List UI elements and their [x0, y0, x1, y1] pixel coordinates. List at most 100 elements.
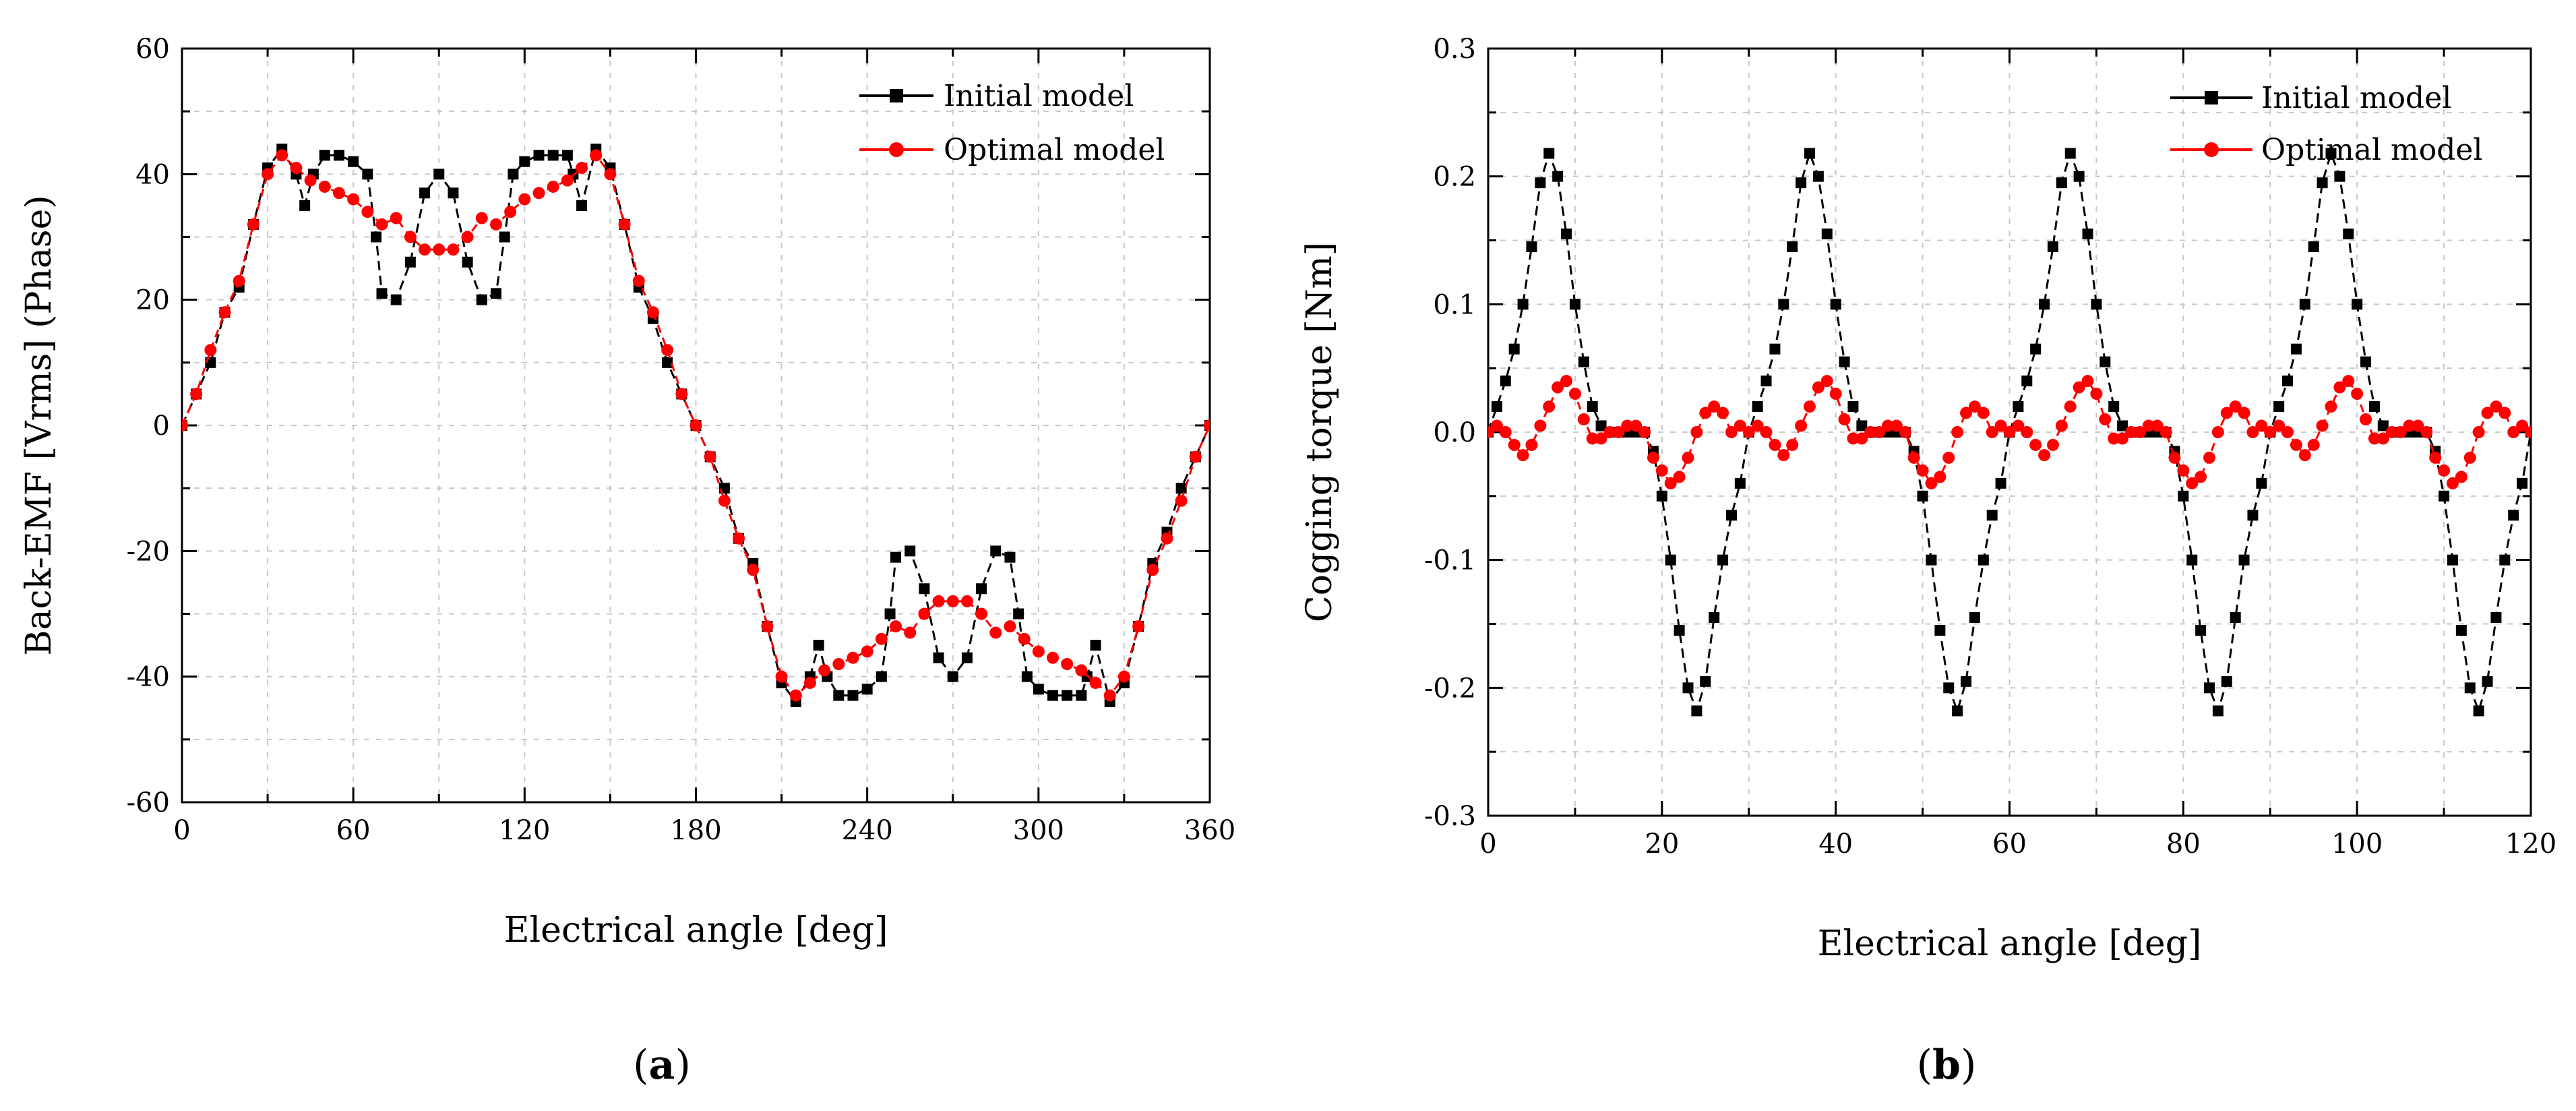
y-tick-label: -20: [127, 536, 170, 567]
data-point-circle: [1647, 451, 1659, 464]
data-point-square: [1526, 241, 1537, 252]
x-tick-label: 0: [1479, 829, 1496, 860]
data-point-square: [376, 288, 388, 299]
data-point-circle: [975, 607, 988, 620]
caption-open: (: [1917, 1042, 1932, 1089]
data-point-circle: [461, 231, 474, 243]
data-point-square: [490, 288, 501, 299]
data-point-circle: [1803, 400, 1816, 413]
data-point-circle: [2012, 419, 2025, 432]
y-axis-title: Back-EMF [Vrms] (Phase): [19, 195, 59, 655]
data-point-square: [1778, 299, 1789, 310]
data-point-circle: [1777, 449, 1790, 462]
data-point-circle: [2124, 426, 2137, 438]
data-point-circle: [1089, 676, 1102, 689]
data-point-square: [2317, 177, 2328, 189]
data-point-circle: [890, 620, 902, 633]
data-point-circle: [2064, 400, 2077, 413]
data-point-square: [1725, 510, 1737, 521]
data-point-square: [2108, 401, 2120, 413]
caption-letter: a: [649, 1042, 675, 1089]
data-point-circle: [1032, 645, 1045, 658]
data-point-square: [1812, 171, 1824, 182]
data-point-square: [1926, 554, 1937, 566]
data-point-square: [2064, 148, 2076, 159]
data-point-circle: [1907, 451, 1920, 464]
data-point-circle: [1508, 438, 1521, 451]
data-point-square: [976, 583, 987, 595]
data-point-square: [462, 256, 473, 268]
data-point-circle: [2281, 426, 2294, 438]
data-point-circle: [1525, 438, 1538, 451]
data-point-circle: [2498, 407, 2511, 419]
data-point-circle: [989, 626, 1002, 639]
x-axis-title: Electrical angle [deg]: [1818, 924, 2202, 964]
x-tick-label: 300: [1013, 815, 1064, 846]
data-point-circle: [1717, 407, 1729, 419]
data-point-square: [861, 684, 873, 695]
data-point-square: [2204, 682, 2215, 694]
data-point-circle: [218, 306, 231, 319]
y-tick-label: -0.1: [1424, 545, 1476, 576]
data-point-square: [961, 652, 973, 663]
data-point-square: [2238, 554, 2250, 566]
data-point-circle: [1725, 426, 1738, 438]
data-point-circle: [2038, 449, 2051, 462]
data-point-circle: [2525, 426, 2531, 438]
data-point-circle: [1942, 451, 1955, 464]
data-point-square: [1021, 671, 1033, 682]
data-point-circle: [276, 149, 288, 162]
data-point-square: [2517, 477, 2528, 489]
data-point-circle: [404, 231, 417, 243]
data-point-circle: [1075, 664, 1088, 677]
data-point-square: [2360, 356, 2372, 367]
data-point-square: [2117, 420, 2128, 431]
data-point-square: [2508, 510, 2519, 521]
data-point-circle: [1994, 419, 2007, 432]
data-point-square: [1491, 401, 1502, 413]
data-point-circle: [1882, 419, 1895, 432]
data-point-circle: [233, 274, 245, 287]
data-point-circle: [2463, 451, 2476, 464]
data-point-circle: [2316, 419, 2329, 432]
data-point-square: [2195, 624, 2207, 636]
data-point-circle: [1103, 689, 1116, 702]
data-point-square: [2030, 343, 2042, 355]
data-point-square: [1952, 705, 1963, 717]
data-point-circle: [1061, 658, 1074, 671]
data-point-circle: [733, 532, 745, 545]
legend-marker-circle: [2204, 142, 2219, 157]
data-point-circle: [419, 243, 431, 256]
data-point-circle: [247, 218, 259, 231]
data-point-square: [2013, 401, 2024, 413]
data-point-circle: [1890, 419, 1903, 432]
data-point-square: [2212, 705, 2224, 717]
data-point-circle: [803, 676, 816, 689]
legend-entry: Initial model: [2170, 81, 2451, 115]
data-point-circle: [361, 206, 374, 218]
data-point-circle: [1612, 426, 1625, 438]
data-point-square: [2073, 171, 2085, 182]
data-point-square: [1535, 177, 1546, 189]
y-tick-label: 0.0: [1433, 417, 1476, 448]
data-point-square: [990, 545, 1002, 557]
data-point-square: [419, 187, 431, 199]
y-tick-label: -60: [127, 787, 170, 818]
data-point-circle: [1621, 419, 1634, 432]
data-point-square: [2352, 299, 2363, 310]
data-point-circle: [1516, 449, 1529, 462]
data-point-circle: [2090, 388, 2103, 400]
data-point-square: [1578, 356, 1589, 367]
data-point-circle: [2446, 477, 2459, 489]
data-point-square: [2178, 490, 2189, 502]
data-point-square: [1796, 177, 1807, 189]
data-point-circle: [761, 620, 774, 633]
data-point-circle: [2108, 432, 2120, 445]
data-point-circle: [1204, 419, 1210, 431]
data-point-square: [1500, 376, 1511, 387]
data-point-square: [1787, 241, 1798, 252]
data-point-circle: [2507, 426, 2520, 438]
data-point-circle: [875, 632, 888, 645]
data-point-circle: [2081, 375, 2094, 388]
data-point-circle: [2238, 407, 2250, 419]
